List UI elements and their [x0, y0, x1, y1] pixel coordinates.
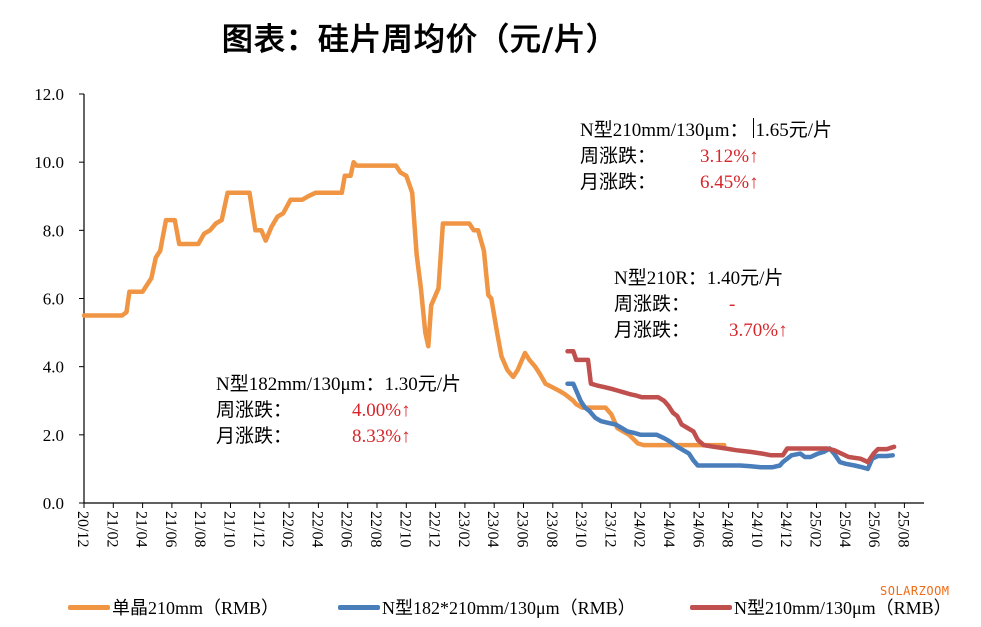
month-change-label: 月涨跌：	[580, 172, 657, 193]
x-tick-label: 25/08	[894, 511, 911, 547]
annotation-n182: N型182mm/130μm： 1.30元/片 周涨跌： 4.00%↑ 月涨跌： 8.3…	[216, 372, 461, 450]
week-change-label: 周涨跌：	[216, 400, 293, 421]
chart-title: 图表：硅片周均价（元/片）	[221, 22, 619, 58]
week-change-value: 4.00%↑	[352, 400, 411, 421]
annotation-price: 1.40元/片	[706, 268, 784, 289]
x-tick-label: 21/10	[221, 511, 238, 547]
y-tick-label: 0.0	[43, 494, 64, 513]
x-tick-label: 20/12	[74, 511, 91, 547]
month-change-label: 月涨跌：	[614, 320, 691, 341]
legend: 单晶210mm（RMB） N型182*210mm/130μm（RMB） N型21…	[0, 594, 981, 620]
x-tick-label: 22/10	[396, 511, 413, 547]
legend-swatch	[690, 604, 732, 610]
brand-watermark: SOLARZOOM	[880, 584, 950, 598]
x-tick-label: 25/06	[865, 511, 882, 547]
x-tick-label: 24/02	[631, 511, 648, 547]
annotation-price: 1.65元/片	[755, 120, 833, 141]
week-change-label: 周涨跌：	[580, 146, 657, 167]
x-tick-label: 25/04	[836, 511, 853, 547]
x-tick-label: 22/06	[338, 511, 355, 547]
x-tick-label: 22/02	[279, 511, 296, 547]
legend-item-n182[interactable]: N型182*210mm/130μm（RMB）	[338, 594, 636, 620]
annotation-head: N型210mm/130μm：	[580, 120, 749, 141]
month-change-value: 6.45%↑	[700, 172, 759, 193]
legend-label: N型182*210mm/130μm（RMB）	[382, 598, 636, 618]
x-tick-label: 21/08	[191, 511, 208, 547]
x-tick-label: 23/10	[572, 511, 589, 547]
annotation-head: N型182mm/130μm：	[216, 374, 385, 395]
x-tick-label: 24/08	[719, 511, 736, 547]
y-tick-label: 10.0	[34, 153, 64, 172]
x-tick-label: 23/06	[514, 511, 531, 547]
annotation-head: N型210R：	[614, 268, 707, 289]
legend-label: 单晶210mm（RMB）	[112, 598, 280, 618]
x-tick-label: 21/12	[250, 511, 267, 547]
month-change-label: 月涨跌：	[216, 426, 293, 447]
x-tick-label: 22/12	[426, 511, 443, 547]
y-tick-label: 12.0	[34, 85, 64, 104]
x-tick-label: 24/04	[660, 511, 677, 547]
x-tick-label: 23/12	[601, 511, 618, 547]
x-tick-label: 22/04	[308, 511, 325, 547]
annotation-n210r: N型210R： 1.40元/片 周涨跌： - 月涨跌： 3.70%↑	[614, 266, 788, 344]
annotation-price: 1.30元/片	[384, 374, 462, 395]
week-change-value: -	[729, 294, 736, 315]
x-tick-label: 23/04	[484, 511, 501, 547]
x-tick-label: 24/12	[777, 511, 794, 547]
x-tick-label: 24/06	[689, 511, 706, 547]
legend-item-n210[interactable]: N型210mm/130μm（RMB）	[690, 594, 952, 620]
text-cursor	[752, 118, 754, 138]
x-tick-label: 22/08	[367, 511, 384, 547]
series-mono210-line	[81, 159, 727, 448]
x-tick-label: 24/10	[748, 511, 765, 547]
x-tick-label: 23/02	[455, 511, 472, 547]
x-tick-label: 25/02	[807, 511, 824, 547]
legend-label: N型210mm/130μm（RMB）	[734, 598, 952, 618]
y-tick-label: 6.0	[43, 290, 64, 309]
y-tick-label: 4.0	[43, 358, 64, 377]
week-change-label: 周涨跌：	[614, 294, 691, 315]
x-tick-label: 21/06	[162, 511, 179, 547]
series-n182-line	[565, 381, 895, 472]
y-tick-label: 2.0	[43, 426, 64, 445]
legend-item-mono210[interactable]: 单晶210mm（RMB）	[68, 594, 279, 620]
month-change-value: 3.70%↑	[729, 320, 788, 341]
x-tick-label: 21/02	[103, 511, 120, 547]
x-tick-label: 23/08	[543, 511, 560, 547]
month-change-value: 8.33%↑	[352, 426, 411, 447]
y-tick-label: 8.0	[43, 221, 64, 240]
week-change-value: 3.12%↑	[700, 146, 759, 167]
annotation-n210: N型210mm/130μm： 1.65元/片 周涨跌： 3.12%↑ 月涨跌： 6.4…	[580, 118, 832, 196]
legend-swatch	[338, 604, 380, 610]
x-tick-label: 21/04	[133, 511, 150, 547]
legend-swatch	[68, 604, 110, 610]
series-n210-line	[565, 349, 897, 465]
